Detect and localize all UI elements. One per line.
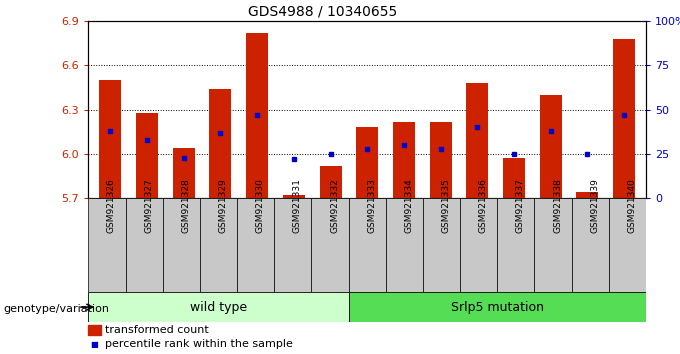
Text: GSM921327: GSM921327 bbox=[144, 178, 153, 233]
Text: Srlp5 mutation: Srlp5 mutation bbox=[451, 301, 544, 314]
Bar bbox=[237, 198, 274, 292]
Bar bbox=[320, 166, 341, 198]
Bar bbox=[163, 198, 200, 292]
Text: percentile rank within the sample: percentile rank within the sample bbox=[105, 339, 293, 349]
Bar bbox=[497, 198, 534, 292]
Text: GSM921336: GSM921336 bbox=[479, 178, 488, 233]
Bar bbox=[349, 198, 386, 292]
Bar bbox=[613, 39, 635, 198]
Text: ■: ■ bbox=[90, 339, 99, 349]
Text: GSM921338: GSM921338 bbox=[553, 178, 562, 233]
Bar bbox=[430, 121, 452, 198]
Bar bbox=[311, 198, 349, 292]
Bar bbox=[466, 83, 488, 198]
Bar bbox=[356, 127, 378, 198]
Text: GSM921332: GSM921332 bbox=[330, 178, 339, 233]
Bar bbox=[99, 80, 122, 198]
Text: GSM921330: GSM921330 bbox=[256, 178, 265, 233]
Bar bbox=[393, 121, 415, 198]
Text: GSM921326: GSM921326 bbox=[107, 178, 116, 233]
Bar bbox=[503, 159, 525, 198]
Text: GSM921333: GSM921333 bbox=[367, 178, 376, 233]
Text: transformed count: transformed count bbox=[105, 325, 209, 335]
Text: GSM921331: GSM921331 bbox=[293, 178, 302, 233]
Bar bbox=[136, 113, 158, 198]
Bar bbox=[609, 198, 646, 292]
Bar bbox=[274, 198, 311, 292]
Text: GSM921337: GSM921337 bbox=[516, 178, 525, 233]
Bar bbox=[572, 198, 609, 292]
Bar bbox=[576, 192, 598, 198]
Text: GSM921328: GSM921328 bbox=[182, 178, 190, 233]
Text: wild type: wild type bbox=[190, 301, 247, 314]
Text: GSM921340: GSM921340 bbox=[628, 178, 636, 233]
Bar bbox=[88, 198, 126, 292]
Bar bbox=[283, 195, 305, 198]
Text: GSM921334: GSM921334 bbox=[405, 178, 413, 233]
Bar bbox=[88, 292, 349, 322]
Bar bbox=[349, 292, 646, 322]
Text: GSM921339: GSM921339 bbox=[590, 178, 599, 233]
Bar bbox=[246, 33, 268, 198]
Bar bbox=[460, 198, 497, 292]
Text: GSM921329: GSM921329 bbox=[218, 178, 228, 233]
Bar bbox=[200, 198, 237, 292]
Bar bbox=[386, 198, 423, 292]
Bar bbox=[423, 198, 460, 292]
Bar bbox=[540, 95, 562, 198]
Text: GSM921335: GSM921335 bbox=[441, 178, 451, 233]
Bar bbox=[173, 148, 194, 198]
Bar bbox=[126, 198, 163, 292]
Bar bbox=[209, 89, 231, 198]
Text: genotype/variation: genotype/variation bbox=[3, 304, 109, 314]
Title: GDS4988 / 10340655: GDS4988 / 10340655 bbox=[248, 5, 397, 19]
Bar bbox=[534, 198, 572, 292]
